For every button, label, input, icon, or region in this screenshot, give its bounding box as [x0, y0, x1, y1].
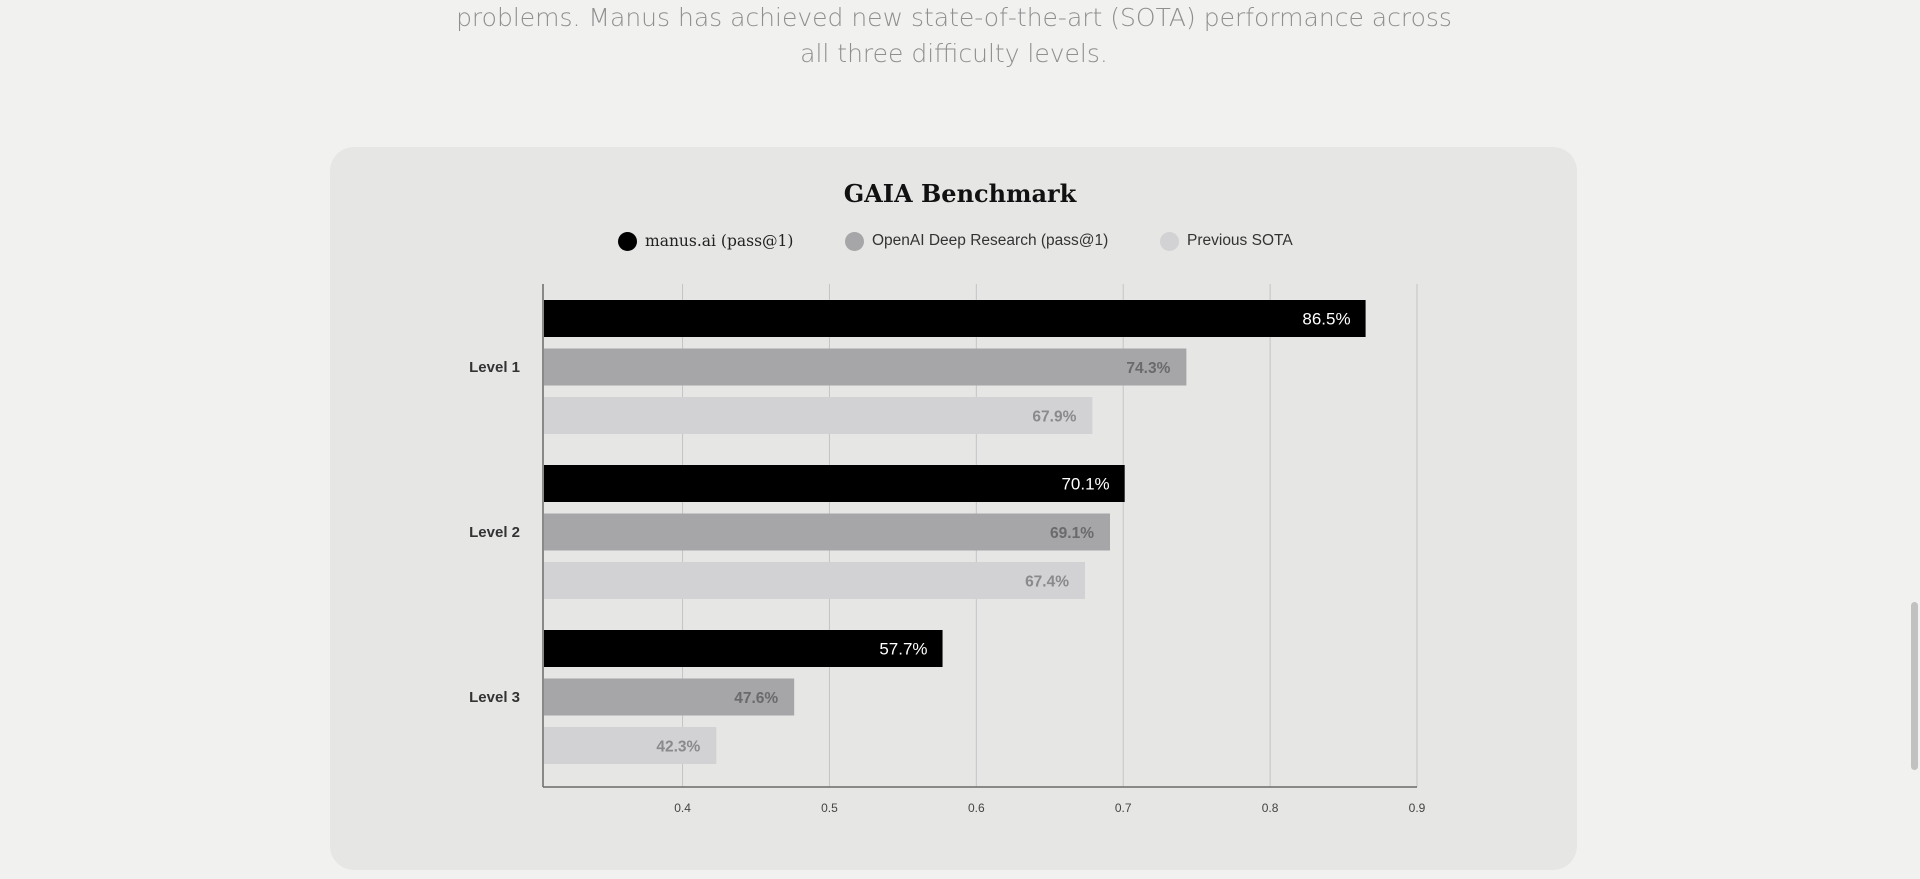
x-tick-label: 0.7 [1115, 801, 1132, 815]
data-label-manus: 70.1% [1061, 475, 1109, 494]
data-label-openai: 47.6% [734, 690, 778, 707]
scrollbar-thumb[interactable] [1911, 602, 1918, 770]
chart-card [330, 147, 1577, 870]
legend-swatch-previous-sota [1160, 231, 1179, 251]
bar-previous-sota [544, 397, 1093, 434]
bar-manus [544, 300, 1366, 337]
bar-openai [544, 348, 1187, 386]
intro-line-1: problems. Manus has achieved new state-o… [456, 3, 1452, 32]
legend-item-manus: manus.ai (pass@1) [618, 230, 793, 252]
intro-line-2: all three difficulty levels. [800, 39, 1108, 68]
scrollbar[interactable] [1908, 0, 1920, 879]
data-label-manus: 86.5% [1302, 310, 1350, 329]
chart-title: GAIA Benchmark [843, 179, 1077, 208]
data-label-previous-sota: 67.4% [1025, 574, 1069, 591]
bar-previous-sota [544, 727, 717, 764]
data-label-openai: 69.1% [1050, 525, 1094, 542]
x-tick-label: 0.5 [821, 801, 838, 815]
legend-item-previous-sota: Previous SOTA [1160, 230, 1293, 252]
legend-label-openai: OpenAI Deep Research (pass@1) [872, 232, 1109, 249]
legend-label-previous-sota: Previous SOTA [1187, 232, 1293, 249]
bar-openai [544, 513, 1110, 551]
legend-swatch-manus [618, 231, 637, 251]
x-tick-label: 0.4 [674, 801, 691, 815]
legend-item-openai: OpenAI Deep Research (pass@1) [845, 230, 1108, 252]
bar-manus [544, 630, 943, 667]
data-label-openai: 74.3% [1126, 360, 1170, 377]
x-tick-label: 0.9 [1409, 801, 1426, 815]
legend-label-manus: manus.ai (pass@1) [645, 232, 794, 250]
x-tick-label: 0.8 [1262, 801, 1279, 815]
data-label-previous-sota: 67.9% [1032, 409, 1076, 426]
data-label-manus: 57.7% [879, 640, 927, 659]
bar-manus [544, 465, 1125, 502]
category-label: Level 2 [469, 524, 520, 541]
category-label: Level 1 [469, 359, 520, 376]
legend-swatch-openai [845, 231, 864, 251]
data-label-previous-sota: 42.3% [656, 739, 700, 756]
category-label: Level 3 [469, 689, 520, 706]
bar-previous-sota [544, 562, 1086, 599]
bar-openai [544, 678, 795, 716]
x-tick-label: 0.6 [968, 801, 985, 815]
